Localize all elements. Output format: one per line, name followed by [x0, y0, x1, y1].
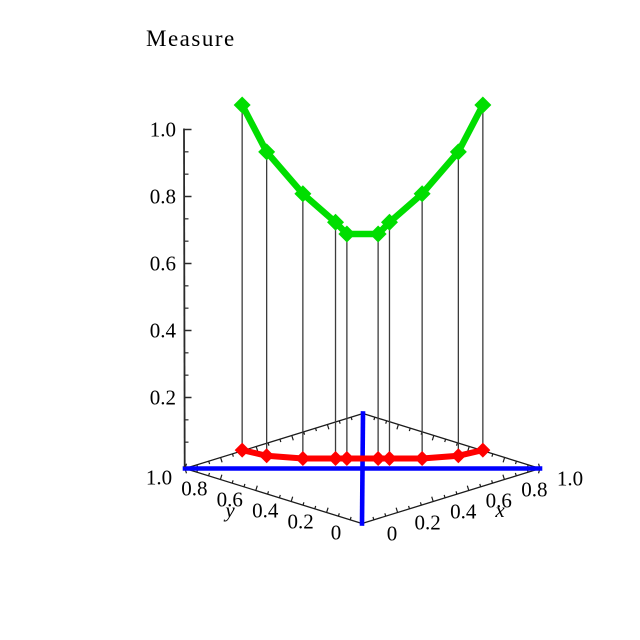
edge-tick — [278, 494, 281, 499]
edge-tick — [231, 480, 234, 484]
y-tick-label: 0.2 — [287, 510, 313, 534]
y-axis-name: y — [223, 498, 235, 522]
edge-tick — [396, 424, 399, 430]
edge-tick — [338, 420, 341, 424]
edge-tick — [349, 516, 352, 521]
upper-measure-curve-marker — [413, 185, 431, 203]
edge-tick — [514, 460, 517, 465]
base-measure-curve-marker — [234, 442, 250, 458]
base-measure-curve-marker — [328, 450, 344, 466]
upper-measure-curve-marker — [474, 96, 492, 114]
upper-measure-curve-marker — [449, 143, 467, 161]
edge-tick — [255, 485, 258, 491]
base-measure-curve-marker — [295, 450, 311, 466]
edge-tick — [231, 453, 234, 457]
edge-tick — [350, 416, 353, 421]
y-tick-label: 0.8 — [181, 477, 207, 501]
edge-tick — [502, 474, 505, 480]
edge-tick — [491, 480, 494, 484]
base-diagonal-line-2 — [359, 411, 366, 526]
edge-tick — [243, 483, 246, 488]
edge-tick — [267, 491, 270, 495]
z-axis — [183, 128, 186, 468]
upper-measure-curve-marker — [338, 225, 356, 243]
x-tick-label: 0 — [387, 522, 398, 546]
base-measure-curve-marker — [475, 442, 491, 458]
edge-tick — [290, 496, 294, 502]
base-measure-curve — [241, 447, 484, 462]
edge-tick — [455, 442, 458, 446]
edge-tick — [408, 427, 411, 432]
upper-measure-curve-marker — [233, 96, 251, 114]
edge-tick — [384, 513, 387, 517]
y-tick-label: 0.6 — [217, 488, 243, 512]
base-edge-back-left — [184, 412, 364, 470]
base-edge-front-right — [361, 467, 541, 525]
y-tick-label: 1.0 — [146, 466, 172, 490]
edge-tick — [291, 435, 294, 441]
edge-tick — [502, 457, 506, 463]
edge-tick — [444, 438, 447, 443]
edge-tick — [419, 502, 422, 506]
edge-tick — [337, 513, 340, 517]
edge-tick — [326, 507, 329, 513]
edge-tick — [455, 491, 458, 495]
edge-tick — [208, 460, 211, 465]
x-tick-label: 0.4 — [450, 500, 477, 524]
edge-tick — [302, 502, 305, 506]
z-tick-label: 1.0 — [150, 118, 176, 142]
upper-measure-curve-marker — [380, 213, 398, 231]
z-tick-label: 0.8 — [150, 185, 176, 209]
z-tick-label: 0.4 — [150, 319, 177, 343]
edge-tick — [385, 420, 388, 424]
edge-tick — [314, 505, 317, 510]
base-measure-curve-marker — [381, 450, 397, 466]
base-edge-front-left — [184, 467, 363, 525]
base-edge-back-right — [362, 412, 541, 470]
x-axis-name: x — [494, 498, 505, 522]
base-measure-curve-marker — [414, 450, 430, 466]
upper-measure-curve-marker — [369, 225, 387, 243]
y-tick-label: 0 — [331, 521, 342, 545]
y-tick-label: 0.4 — [252, 499, 279, 523]
edge-tick — [431, 435, 435, 441]
plot-title: Measure — [146, 26, 236, 51]
base-measure-curve-marker — [370, 450, 386, 466]
edge-tick — [279, 438, 282, 443]
edge-tick — [220, 457, 223, 463]
base-measure-curve-marker — [450, 448, 466, 464]
upper-measure-curve-marker — [258, 143, 276, 161]
x-tick-label: 1.0 — [557, 467, 583, 491]
x-tick-label: 0.2 — [414, 511, 440, 535]
upper-measure-curve-marker — [327, 213, 345, 231]
base-measure-curve-marker — [259, 448, 275, 464]
edge-tick — [314, 427, 317, 432]
base-measure-curve-marker — [339, 450, 355, 466]
edge-tick — [372, 516, 375, 521]
edge-tick — [395, 507, 399, 513]
upper-measure-curve-marker — [294, 185, 312, 203]
edge-tick — [491, 453, 494, 457]
edge-tick — [303, 431, 306, 435]
edge-tick — [255, 446, 259, 452]
x-tick-label: 0.8 — [521, 478, 547, 502]
edge-tick — [479, 483, 482, 488]
z-tick-label: 0.6 — [150, 252, 176, 276]
x-tick-label: 0.6 — [486, 489, 512, 513]
edge-tick — [267, 442, 270, 446]
edge-tick — [373, 416, 376, 421]
edge-tick — [219, 474, 223, 480]
edge-tick — [408, 505, 411, 510]
edge-tick — [443, 494, 446, 499]
upper-measure-curve — [239, 103, 486, 238]
edge-tick — [208, 472, 211, 477]
edge-tick — [466, 485, 470, 491]
edge-tick — [514, 472, 517, 477]
z-tick-label: 0.2 — [150, 386, 176, 410]
edge-tick — [326, 424, 330, 430]
edge-tick — [431, 496, 434, 502]
